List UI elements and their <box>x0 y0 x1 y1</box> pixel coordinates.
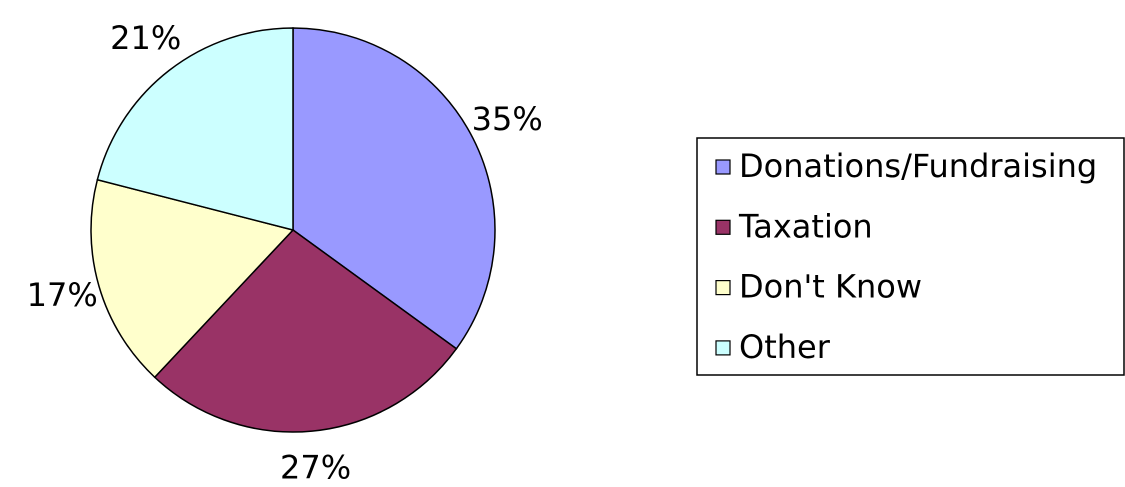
legend-label: Taxation <box>738 207 873 245</box>
legend-swatch <box>715 159 731 175</box>
legend-swatch <box>715 340 731 356</box>
pie-slice <box>90 178 295 379</box>
pie-slice <box>153 229 458 433</box>
pie-slice <box>96 27 294 231</box>
legend-swatch <box>715 219 731 235</box>
slice-label: 21% <box>110 19 181 57</box>
pie-slice <box>292 27 496 350</box>
legend-swatch <box>715 280 731 296</box>
legend-label: Don't Know <box>739 268 922 306</box>
legend-label: Other <box>739 328 831 366</box>
slice-label: 17% <box>27 276 98 314</box>
slice-label: 35% <box>472 100 543 138</box>
slice-label: 27% <box>280 448 351 486</box>
legend-label: Donations/Fundraising <box>739 147 1097 185</box>
legend-box <box>696 137 1125 376</box>
